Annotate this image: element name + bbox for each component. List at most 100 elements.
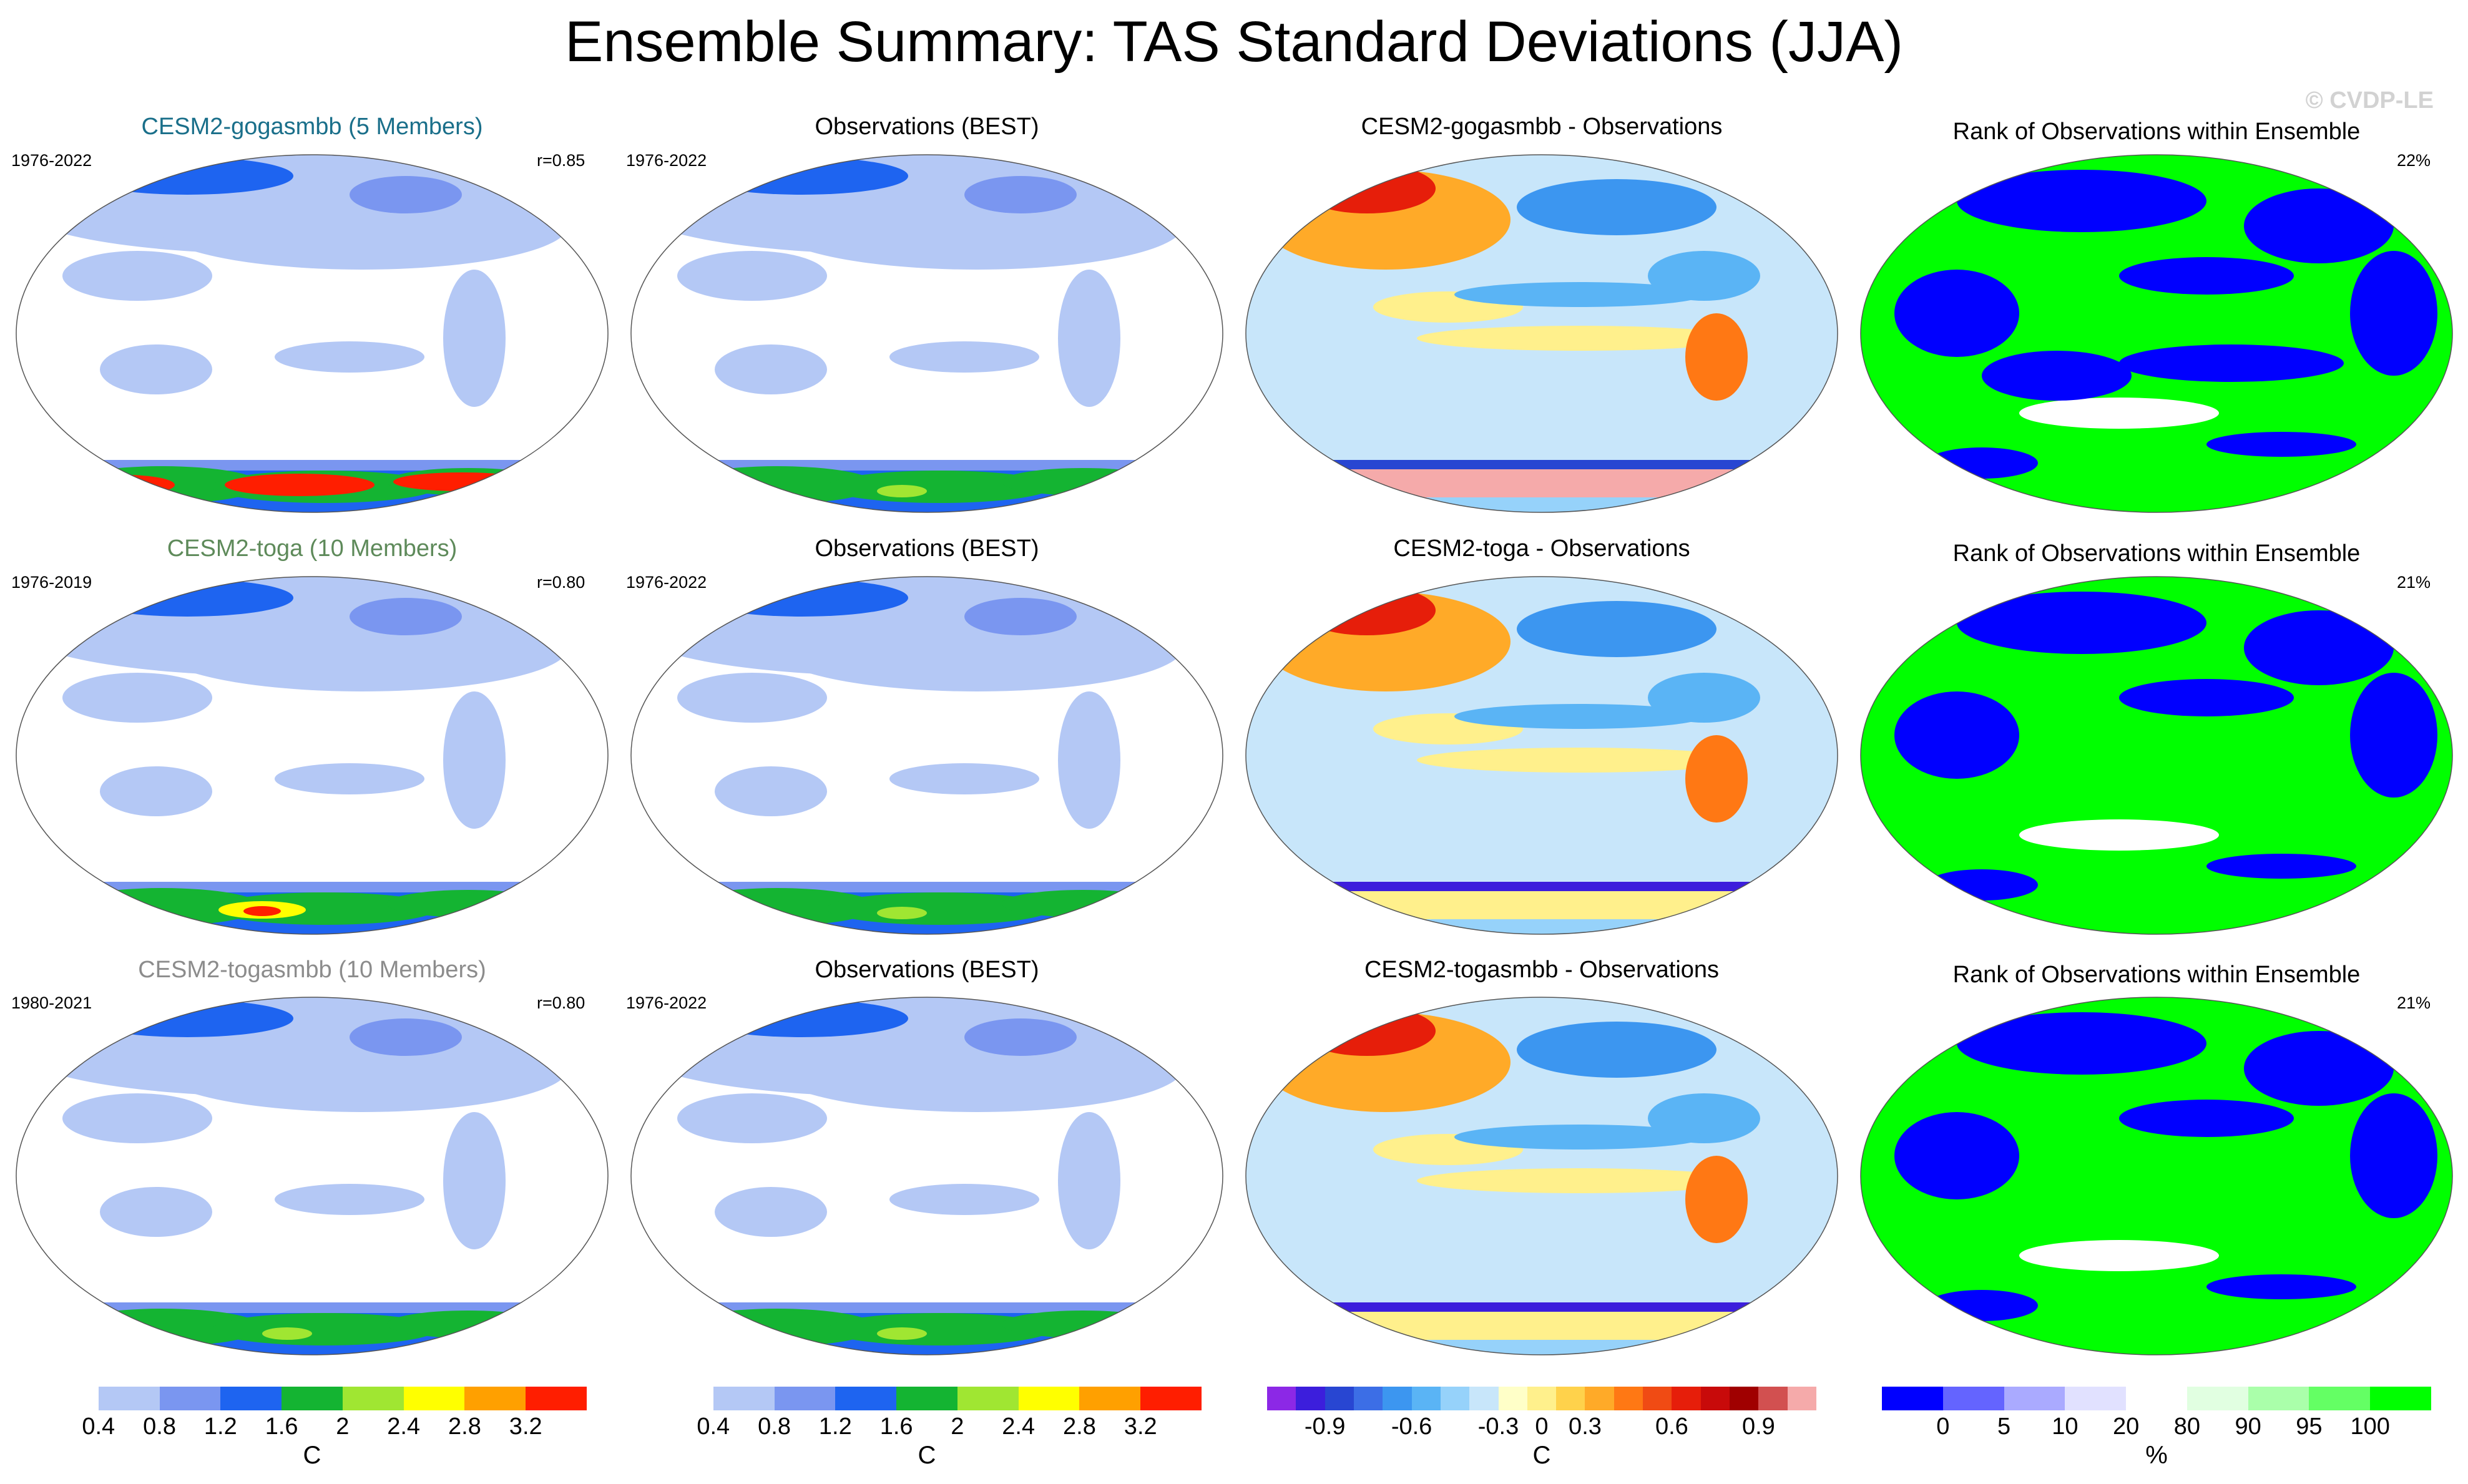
colorbar-tick-label: 1.2 bbox=[818, 1413, 852, 1440]
colorbar-tick-label: 3.2 bbox=[1124, 1413, 1157, 1440]
colorbar-swatch bbox=[37, 1387, 99, 1410]
obs-years-1: 1976-2022 bbox=[626, 151, 707, 170]
colorbar-swatch bbox=[403, 1387, 465, 1410]
colorbar-tick-label: 1.6 bbox=[879, 1413, 913, 1440]
colorbar-rank bbox=[1882, 1387, 2432, 1410]
colorbar-tick-label: -0.3 bbox=[1477, 1413, 1519, 1440]
colorbar-tick-label: 100 bbox=[2350, 1413, 2390, 1440]
colorbar-swatch bbox=[1469, 1387, 1499, 1410]
colorbar-tick-label: 0.8 bbox=[143, 1413, 176, 1440]
colorbar-tick-label: 80 bbox=[2173, 1413, 2201, 1440]
colorbar-swatch bbox=[2370, 1387, 2432, 1410]
colorbar-swatch bbox=[98, 1387, 160, 1410]
map-obs-3 bbox=[630, 997, 1223, 1355]
colorbar-std-obs-unit: C bbox=[918, 1442, 936, 1469]
colorbar-swatch bbox=[2309, 1387, 2371, 1410]
map-diff-3 bbox=[1245, 997, 1838, 1355]
colorbar-tick-label: 0.9 bbox=[1741, 1413, 1775, 1440]
colorbar-std-obs-ticks: 0.4 0.8 1.2 1.6 2 2.4 2.8 3.2 bbox=[652, 1413, 1202, 1442]
colorbar-swatch bbox=[1787, 1387, 1816, 1410]
colorbar-tick-label: 95 bbox=[2296, 1413, 2323, 1440]
model-r-3: r=0.80 bbox=[537, 993, 585, 1012]
colorbar-swatch bbox=[2186, 1387, 2248, 1410]
colorbar-swatch bbox=[1585, 1387, 1614, 1410]
diff-title-1: CESM2-gogasmbb - Observations bbox=[1361, 114, 1723, 140]
colorbar-swatch bbox=[1672, 1387, 1701, 1410]
model-title-2: CESM2-toga (10 Members) bbox=[167, 535, 458, 562]
watermark: © CVDP-LE bbox=[2305, 87, 2434, 114]
colorbar-swatch bbox=[1267, 1387, 1296, 1410]
colorbar-swatch bbox=[1643, 1387, 1672, 1410]
map-model-2 bbox=[16, 576, 609, 935]
model-years-3: 1980-2021 bbox=[11, 993, 92, 1012]
colorbar-swatch bbox=[1942, 1387, 2004, 1410]
obs-title-2: Observations (BEST) bbox=[815, 535, 1039, 562]
colorbar-tick-label: 0 bbox=[1936, 1413, 1950, 1440]
colorbar-swatch bbox=[713, 1387, 775, 1410]
model-title-3: CESM2-togasmbb (10 Members) bbox=[138, 957, 486, 983]
colorbar-tick-label: 2.4 bbox=[387, 1413, 421, 1440]
rank-pct-3: 21% bbox=[2397, 993, 2431, 1012]
map-rank-3 bbox=[1860, 997, 2453, 1355]
colorbar-std-obs bbox=[652, 1387, 1202, 1410]
colorbar-swatch bbox=[2126, 1387, 2187, 1410]
colorbar-swatch bbox=[1411, 1387, 1441, 1410]
colorbar-swatch bbox=[282, 1387, 343, 1410]
colorbar-tick-label: 2.8 bbox=[1063, 1413, 1096, 1440]
colorbar-swatch bbox=[652, 1387, 713, 1410]
colorbar-swatch bbox=[1498, 1387, 1527, 1410]
rank-pct-1: 22% bbox=[2397, 151, 2431, 170]
colorbar-swatch bbox=[1079, 1387, 1141, 1410]
colorbar-tick-label: 1.6 bbox=[265, 1413, 298, 1440]
colorbar-tick-label: 1.2 bbox=[203, 1413, 237, 1440]
colorbar-tick-label: 0.3 bbox=[1569, 1413, 1602, 1440]
colorbar-swatch bbox=[1353, 1387, 1383, 1410]
colorbar-tick-label: 20 bbox=[2112, 1413, 2140, 1440]
diff-title-2: CESM2-toga - Observations bbox=[1393, 535, 1690, 562]
rank-pct-2: 21% bbox=[2397, 573, 2431, 592]
colorbar-tick-label: 10 bbox=[2052, 1413, 2079, 1440]
map-rank-2 bbox=[1860, 576, 2453, 935]
colorbar-swatch bbox=[835, 1387, 897, 1410]
map-diff-2 bbox=[1245, 576, 1838, 935]
obs-title-3: Observations (BEST) bbox=[815, 957, 1039, 983]
colorbar-tick-label: 2.8 bbox=[448, 1413, 481, 1440]
colorbar-tick-label: -0.9 bbox=[1304, 1413, 1346, 1440]
obs-title-1: Observations (BEST) bbox=[815, 114, 1039, 140]
model-years-1: 1976-2022 bbox=[11, 151, 92, 170]
colorbar-swatch bbox=[957, 1387, 1019, 1410]
colorbar-diff-ticks: -0.9 -0.6 -0.3 0 0.3 0.6 0.9 bbox=[1267, 1413, 1816, 1442]
colorbar-swatch bbox=[1882, 1387, 1943, 1410]
model-r-1: r=0.85 bbox=[537, 151, 585, 170]
model-title-1: CESM2-gogasmbb (5 Members) bbox=[141, 114, 483, 140]
colorbar-rank-ticks: 0 5 10 20 80 90 95 100 bbox=[1882, 1413, 2431, 1442]
map-rank-1 bbox=[1860, 154, 2453, 513]
map-diff-1 bbox=[1245, 154, 1838, 513]
colorbar-swatch bbox=[1556, 1387, 1585, 1410]
model-r-2: r=0.80 bbox=[537, 573, 585, 592]
obs-years-3: 1976-2022 bbox=[626, 993, 707, 1012]
model-years-2: 1976-2019 bbox=[11, 573, 92, 592]
obs-years-2: 1976-2022 bbox=[626, 573, 707, 592]
colorbar-tick-label: 90 bbox=[2235, 1413, 2261, 1440]
colorbar-diff bbox=[1267, 1387, 1816, 1410]
colorbar-swatch bbox=[342, 1387, 404, 1410]
colorbar-swatch bbox=[1018, 1387, 1080, 1410]
colorbar-rank-unit: % bbox=[2145, 1442, 2168, 1469]
colorbar-tick-label: 2.4 bbox=[1002, 1413, 1036, 1440]
colorbar-swatch bbox=[1758, 1387, 1788, 1410]
colorbar-swatch bbox=[1140, 1387, 1202, 1410]
diff-title-3: CESM2-togasmbb - Observations bbox=[1364, 957, 1720, 983]
colorbar-tick-label: 0.8 bbox=[758, 1413, 791, 1440]
colorbar-tick-label: 2 bbox=[951, 1413, 964, 1440]
colorbar-std-model bbox=[37, 1387, 587, 1410]
rank-title-3: Rank of Observations within Ensemble bbox=[1952, 962, 2361, 988]
colorbar-std-model-ticks: 0.4 0.8 1.2 1.6 2 2.4 2.8 3.2 bbox=[37, 1413, 587, 1442]
colorbar-swatch bbox=[159, 1387, 221, 1410]
colorbar-diff-unit: C bbox=[1532, 1442, 1551, 1469]
colorbar-tick-label: 2 bbox=[336, 1413, 350, 1440]
rank-title-1: Rank of Observations within Ensemble bbox=[1952, 119, 2361, 145]
colorbar-swatch bbox=[1440, 1387, 1470, 1410]
colorbar-swatch bbox=[1296, 1387, 1325, 1410]
colorbar-swatch bbox=[1383, 1387, 1412, 1410]
